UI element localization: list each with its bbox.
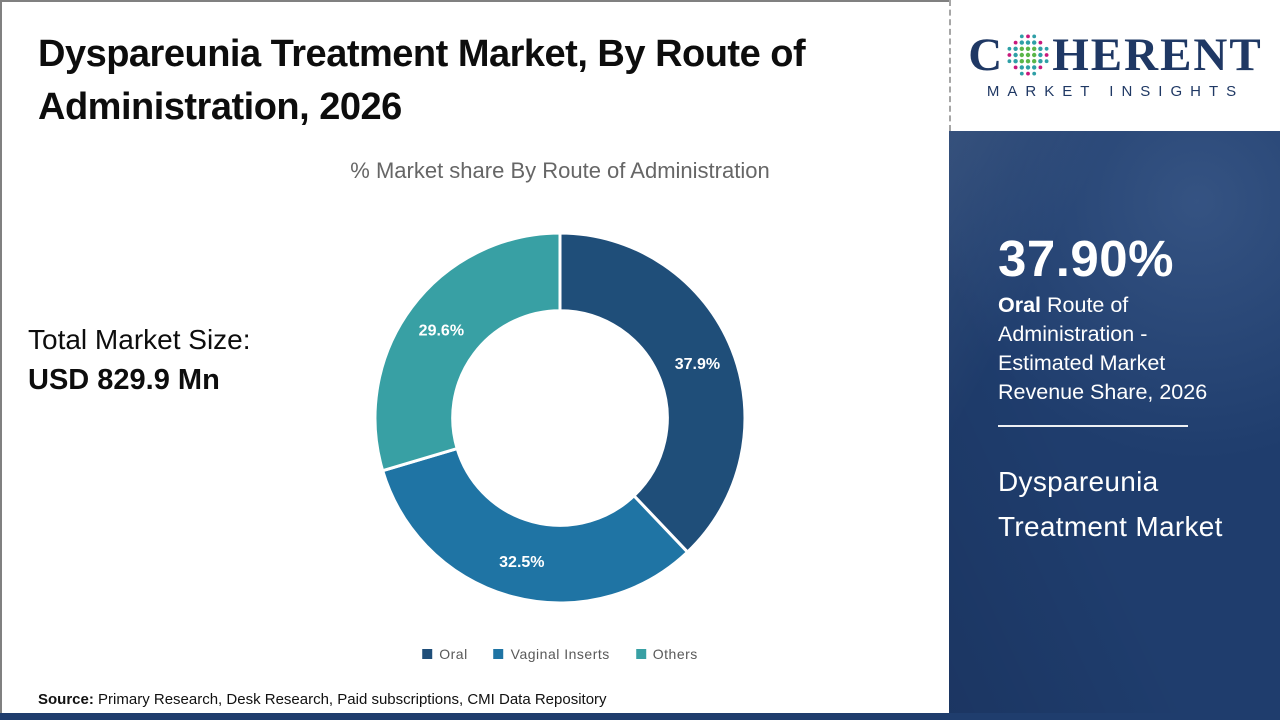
top-border [0,0,1280,2]
globe-dot [1038,52,1043,58]
legend-label: Vaginal Inserts [510,646,610,662]
panel-divider [998,425,1188,427]
highlight-value: 37.90% [998,230,1174,287]
legend-marker-icon [422,649,433,659]
highlight-description-rest: Route of Administration - Estimated Mark… [998,293,1208,404]
donut-chart: 37.9% 32.5% 29.6% [365,223,755,613]
pie-label-others: 29.6% [419,323,464,340]
company-logo: C HERENT MARKET INSIGHTS [949,0,1280,131]
globe-dot [1019,65,1025,70]
panel-market-name: Dyspareunia Treatment Market [998,459,1223,549]
globe-dot [1026,52,1031,58]
globe-dot [1019,52,1025,58]
globe-dot [1013,59,1019,64]
globe-dot [1044,53,1049,57]
logo-word-rest: HERENT [1052,28,1263,81]
source-note: Source: Primary Research, Desk Research,… [38,691,607,708]
globe-dot [1020,71,1024,76]
globe-dot [1007,59,1012,64]
legend-marker-icon [493,649,504,659]
globe-dot [1007,53,1012,57]
globe-dot [1013,52,1019,58]
globe-dot [1019,46,1025,51]
legend-marker-icon [635,649,646,659]
legend-item-vaginal-inserts: Vaginal Inserts [493,646,610,662]
logo-wordmark: C HERENT [968,28,1263,81]
globe-dot [1038,59,1043,64]
globe-dot [1013,40,1018,45]
legend-item-oral: Oral [422,646,467,662]
chart-legend: Oral Vaginal Inserts Others [422,646,698,662]
pie-slice-others [373,231,562,473]
globe-dot [1038,46,1043,51]
legend-label: Oral [439,646,468,662]
source-label: Source: [38,691,94,708]
globe-dot [1013,46,1019,51]
globe-dot [1026,65,1031,70]
legend-item-others: Others [635,646,698,662]
pie-label-oral: 37.9% [675,356,720,373]
highlight-description-bold: Oral [998,293,1042,317]
pie-label-vaginal-inserts: 32.5% [499,554,544,571]
globe-dot [1019,40,1025,45]
page-title: Dyspareunia Treatment Market, By Route o… [38,33,806,128]
globe-dot [1044,59,1049,64]
bottom-accent-bar [0,713,1280,720]
globe-dot [1038,65,1043,70]
legend-label: Others [652,646,698,662]
highlight-panel: 37.90% Oral Route of Administration - Es… [949,131,1280,720]
globe-dot [1032,34,1037,39]
panel-market-line2: Treatment Market [998,511,1223,542]
globe-dot [1026,71,1031,76]
globe-dot [1026,40,1031,45]
pie-slice-oral [558,231,747,554]
logo-tagline: MARKET INSIGHTS [986,82,1245,100]
pie-slice-vaginal-inserts [381,447,689,605]
globe-dot [1032,65,1037,70]
highlight-description: Oral Route of Administration - Estimated… [998,291,1220,407]
globe-dot [1032,40,1037,45]
total-market-size-value: USD 829.9 Mn [28,364,220,396]
globe-dot [1026,59,1031,64]
globe-dot [1019,59,1025,64]
panel-market-line1: Dyspareunia [998,466,1159,497]
globe-dot [1020,34,1024,39]
globe-icon [1007,34,1049,76]
logo-letter-c: C [968,28,1005,81]
globe-dot [1013,65,1018,70]
donut-chart-svg: 37.9% 32.5% 29.6% [373,231,747,605]
globe-dot [1026,34,1031,39]
globe-dot [1038,40,1043,45]
globe-dot [1032,46,1037,51]
left-border [0,0,2,720]
chart-subtitle: % Market share By Route of Administratio… [350,158,770,183]
globe-dot [1007,46,1012,51]
globe-dot [1032,52,1037,58]
source-text: Primary Research, Desk Research, Paid su… [93,691,607,708]
globe-dot [1044,46,1049,51]
total-market-size-label: Total Market Size: [28,324,251,355]
total-market-size: Total Market Size: USD 829.9 Mn [28,320,251,400]
globe-dot [1032,59,1037,64]
globe-dot [1032,71,1037,76]
globe-dot [1026,46,1031,51]
